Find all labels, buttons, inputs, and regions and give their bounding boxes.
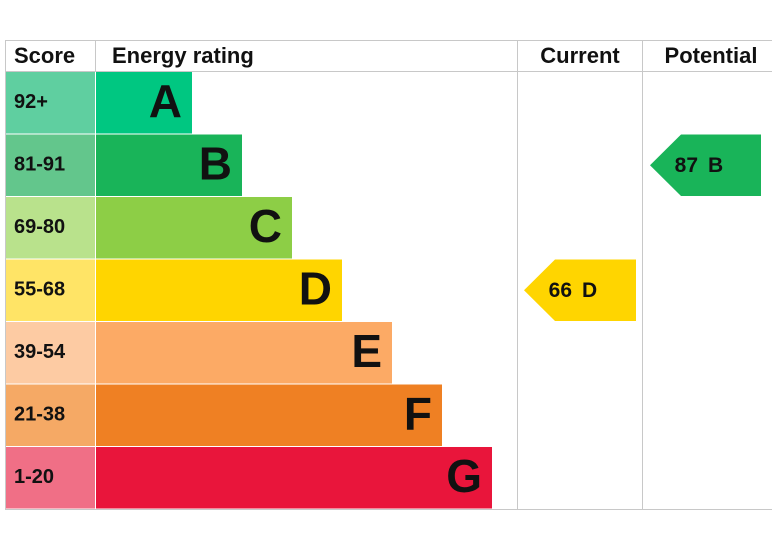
current-band: D bbox=[582, 279, 597, 302]
score-label: 92+ bbox=[14, 91, 48, 113]
rating-bar bbox=[96, 259, 342, 321]
score-cell bbox=[6, 322, 95, 384]
score-label: 55-68 bbox=[14, 279, 65, 301]
potential-value: 87 bbox=[675, 154, 698, 177]
rating-bar bbox=[96, 134, 242, 196]
header-score: Score bbox=[14, 43, 75, 68]
score-cell bbox=[6, 72, 95, 134]
rating-letter: D bbox=[299, 262, 332, 314]
current-arrow bbox=[524, 259, 636, 321]
rating-letter: F bbox=[404, 387, 432, 439]
score-cell bbox=[6, 197, 95, 259]
header-rating: Energy rating bbox=[112, 43, 254, 68]
score-label: 1-20 bbox=[14, 466, 54, 488]
table-grid bbox=[5, 40, 772, 510]
potential-arrow bbox=[650, 134, 761, 196]
current-value: 66 bbox=[549, 279, 572, 302]
potential-band: B bbox=[708, 154, 723, 177]
rating-bar bbox=[96, 447, 492, 509]
score-cell bbox=[6, 447, 95, 509]
rating-bar bbox=[96, 384, 442, 446]
rating-letter: A bbox=[149, 75, 182, 127]
rating-letter: B bbox=[199, 137, 232, 189]
header-current: Current bbox=[540, 43, 620, 68]
score-label: 69-80 bbox=[14, 216, 65, 238]
rating-letter: G bbox=[446, 450, 482, 502]
score-label: 81-91 bbox=[14, 154, 65, 176]
rating-bar bbox=[96, 322, 392, 384]
score-label: 39-54 bbox=[14, 341, 66, 363]
header-potential: Potential bbox=[665, 43, 758, 68]
rating-letter: C bbox=[249, 200, 282, 252]
rating-bar bbox=[96, 72, 192, 134]
score-cell bbox=[6, 134, 95, 196]
score-cell bbox=[6, 259, 95, 321]
score-cell bbox=[6, 384, 95, 446]
rating-letter: E bbox=[351, 325, 382, 377]
rating-bar bbox=[96, 197, 292, 259]
score-label: 21-38 bbox=[14, 404, 65, 426]
